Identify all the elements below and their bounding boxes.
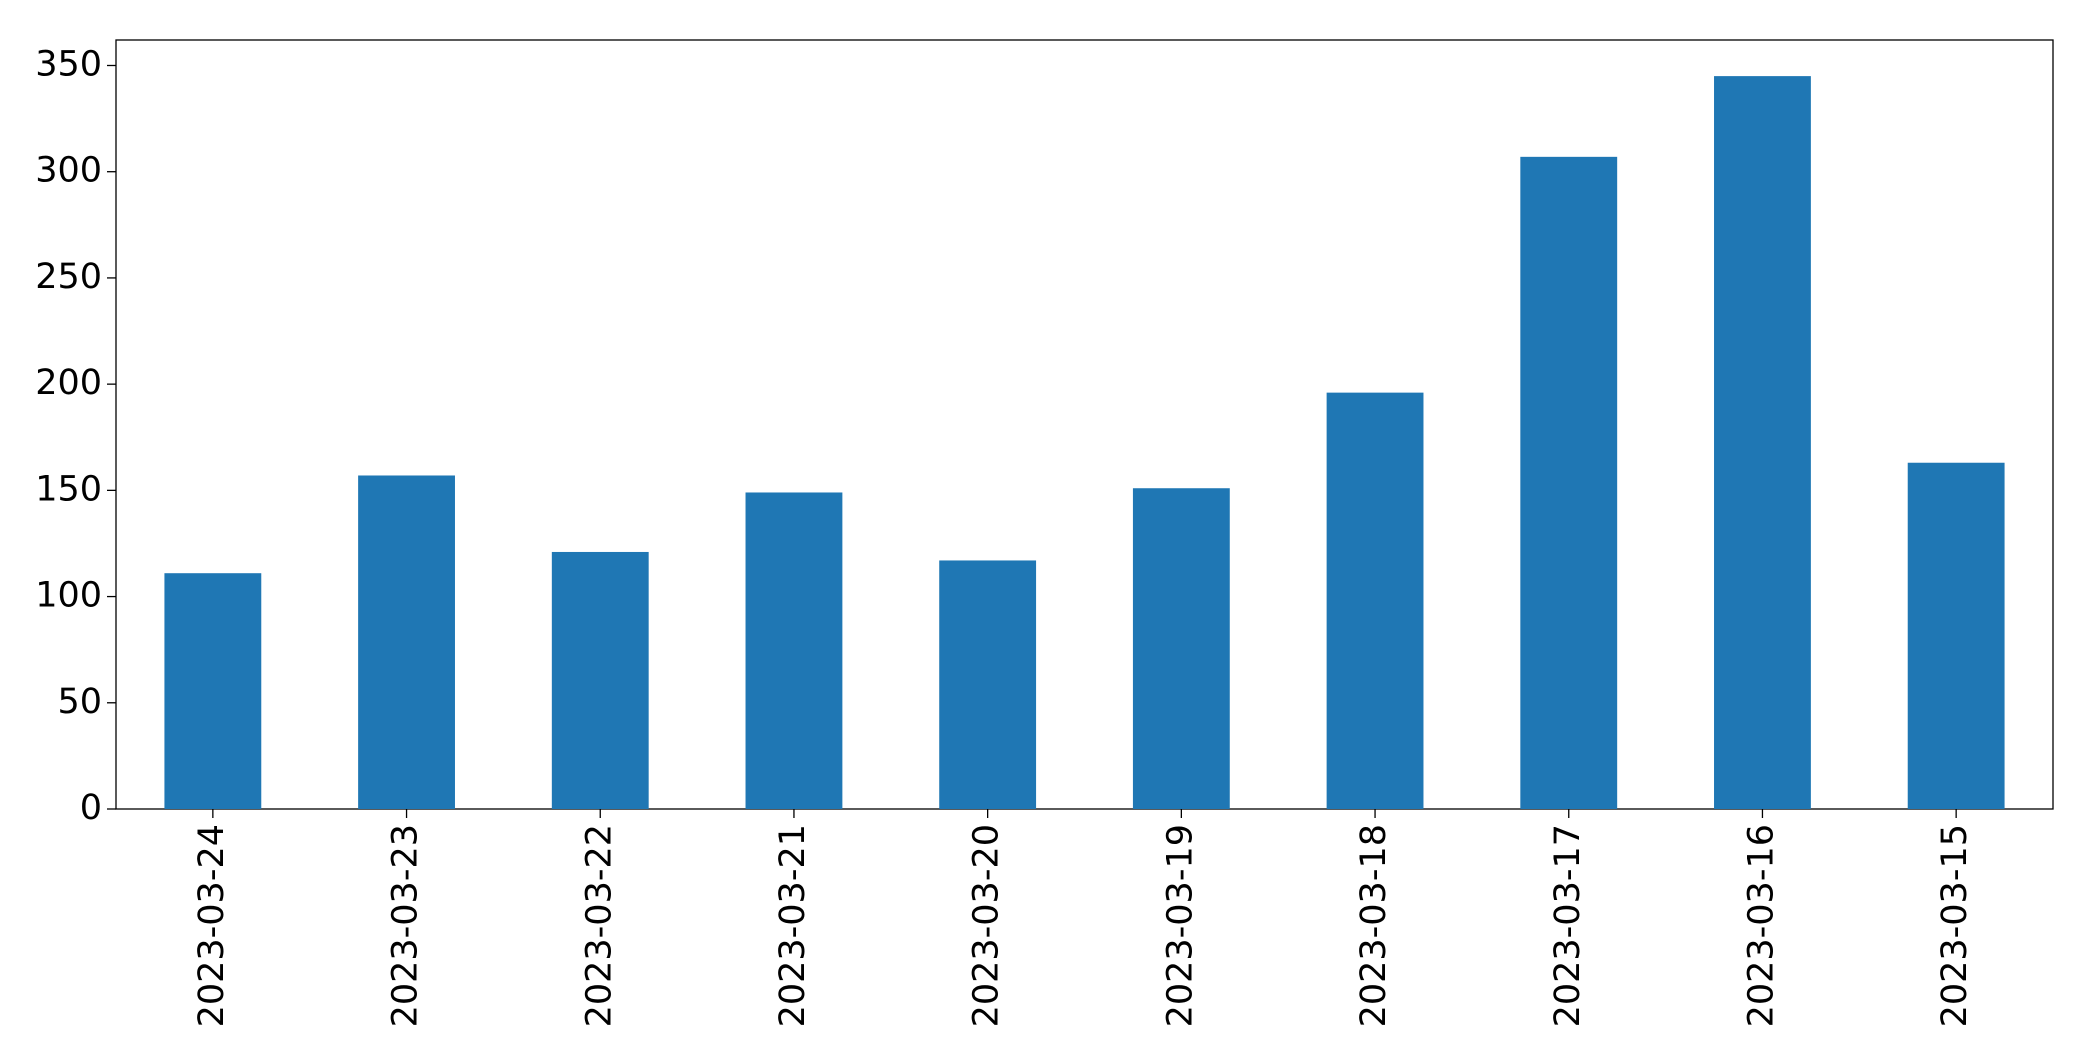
x-tick-label: 2023-03-22 — [579, 824, 619, 1027]
bar — [164, 573, 262, 809]
x-tick-label: 2023-03-18 — [1354, 824, 1394, 1027]
y-tick-label: 300 — [35, 151, 102, 191]
y-tick-label: 0 — [80, 788, 102, 828]
y-tick-label: 50 — [57, 682, 102, 722]
x-tick-label: 2023-03-16 — [1741, 824, 1781, 1027]
x-tick-label: 2023-03-21 — [773, 824, 813, 1027]
y-tick-label: 250 — [35, 257, 102, 297]
x-tick-label: 2023-03-19 — [1160, 824, 1200, 1027]
bar — [1326, 392, 1424, 809]
bar — [939, 560, 1037, 809]
bar — [358, 475, 455, 809]
plot-frame — [115, 39, 2054, 810]
x-tick-label: 2023-03-24 — [192, 824, 232, 1027]
bar — [1132, 488, 1230, 809]
x-tick-label: 2023-03-23 — [386, 824, 426, 1027]
bar — [745, 492, 843, 809]
bar — [551, 551, 649, 809]
y-tick-label: 200 — [35, 363, 102, 403]
y-tick-label: 350 — [35, 44, 102, 84]
x-tick-label: 2023-03-17 — [1548, 824, 1588, 1027]
bar — [1714, 76, 1811, 809]
y-tick-label: 100 — [35, 576, 102, 616]
y-tick-label: 150 — [35, 469, 102, 509]
bar — [1907, 462, 2005, 809]
x-tick-label: 2023-03-15 — [1935, 824, 1975, 1027]
bar — [1520, 156, 1618, 809]
x-tick-label: 2023-03-20 — [967, 824, 1007, 1027]
